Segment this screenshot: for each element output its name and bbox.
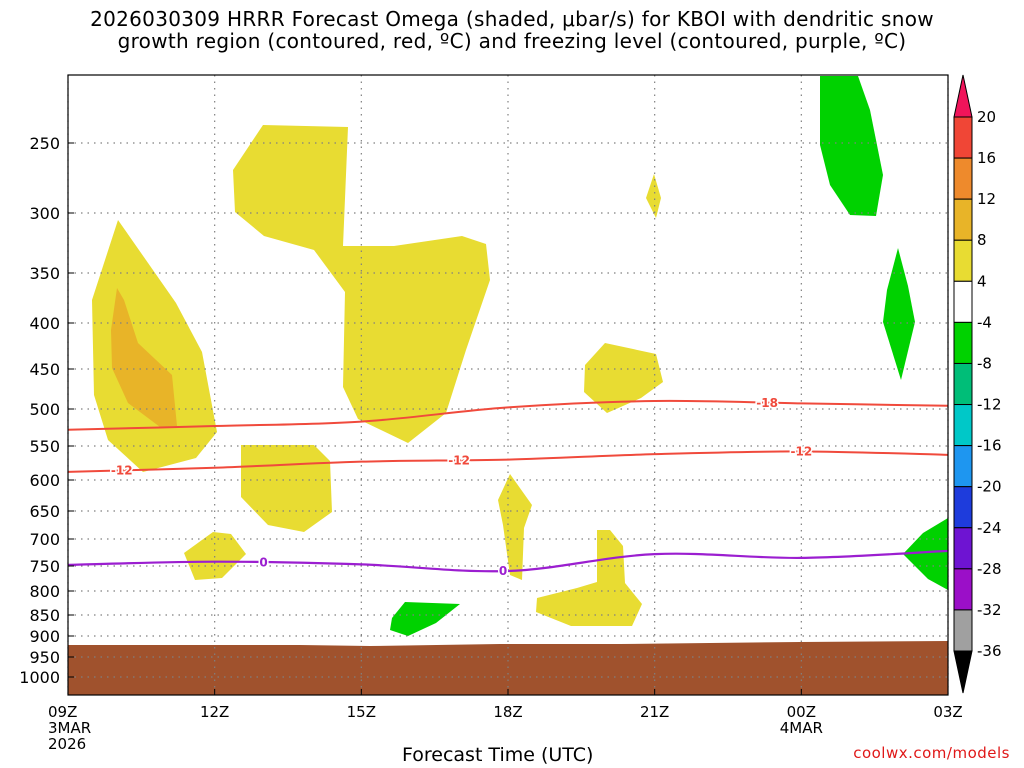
omega-yellow-region: [536, 530, 642, 626]
contour-label: -12: [111, 463, 133, 477]
omega-yellow-region: [241, 445, 332, 532]
y-tick-label: 700: [29, 530, 60, 549]
credit-link[interactable]: coolwx.com/models: [853, 744, 1010, 762]
omega-green-region: [390, 602, 460, 636]
colorbar-segment: [953, 198, 973, 241]
contour-label: -18: [756, 396, 778, 410]
y-tick-label: 350: [29, 264, 60, 283]
colorbar-label: 12: [977, 190, 996, 208]
dendritic-contours: -18 -12 -12 -12: [67, 394, 949, 479]
y-tick-label: 250: [29, 134, 60, 153]
colorbar-segment: [953, 527, 973, 570]
colorbar-label: -32: [977, 601, 1002, 619]
x-axis-title: Forecast Time (UTC): [402, 744, 594, 766]
colorbar-segment: [953, 445, 973, 488]
colorbar-label: -28: [977, 560, 1002, 578]
x-tick-label: 00Z: [787, 703, 816, 721]
contour-label: 0: [259, 556, 267, 570]
dendritic-minus12-line: [67, 450, 949, 473]
y-tick-label: 500: [29, 400, 60, 419]
y-axis-ticks: 250 300 350 400 450 500 550 600 650 700 750 800 850 9…: [19, 134, 74, 687]
colorbar-segment: [953, 157, 973, 200]
colorbar-label: -36: [977, 642, 1002, 660]
x-tick-sublabel: 2026: [48, 735, 86, 753]
contour-label: 0: [499, 564, 507, 578]
colorbar-segment: [953, 568, 973, 611]
colorbar-label: 16: [977, 149, 996, 167]
colorbar-segment: [953, 321, 973, 364]
dendritic-minus18-labels: -18: [755, 394, 780, 411]
colorbar-label: -8: [977, 354, 992, 372]
x-tick-label: 03Z: [933, 703, 962, 721]
colorbar-top-arrow: [953, 74, 973, 118]
colorbar-segment: [953, 404, 973, 447]
colorbar-segment: [953, 239, 973, 282]
colorbar-label: -4: [977, 313, 992, 331]
dendritic-minus18-line: [67, 399, 949, 431]
x-tick-sublabel: 3MAR: [48, 719, 91, 737]
y-tick-label: 600: [29, 471, 60, 490]
contour-label: -12: [790, 444, 812, 458]
x-tick-label: 18Z: [493, 703, 522, 721]
plot-area: [68, 75, 948, 695]
y-tick-label: 750: [29, 557, 60, 576]
chart-title: 2026030309 HRRR Forecast Omega (shaded, …: [0, 8, 1024, 52]
title-line-2: growth region (contoured, red, ºC) and f…: [117, 29, 907, 53]
omega-green-region: [883, 248, 915, 380]
y-tick-label: 400: [29, 314, 60, 333]
omega-green-region: [903, 518, 948, 590]
y-tick-label: 550: [29, 437, 60, 456]
omega-yellow-region: [584, 343, 663, 413]
colorbar-bottom-arrow: [953, 650, 973, 694]
colorbar-segment: [953, 280, 973, 323]
x-tick-label: 12Z: [200, 703, 229, 721]
colorbar: 20 16 12 8 4 -4 -8 -12 -16 -20 -24 -28 -32 -36: [953, 74, 1002, 694]
omega-yellow-region: [498, 474, 532, 580]
colorbar-label: -20: [977, 478, 1002, 496]
dendritic-minus12-labels: -12 -12 -12: [109, 443, 813, 479]
x-tick-label: 21Z: [640, 703, 669, 721]
colorbar-label: -16: [977, 437, 1002, 455]
colorbar-label: 4: [977, 272, 987, 290]
freezing-contour: 00: [67, 549, 949, 579]
x-tick-label: 09Z: [48, 703, 77, 721]
omega-yellow-region: [646, 174, 661, 218]
omega-green-region: [820, 76, 883, 216]
colorbar-segment: [953, 486, 973, 529]
colorbar-label: -24: [977, 519, 1002, 537]
colorbar-segment: [953, 609, 973, 652]
y-tick-label: 1000: [19, 668, 60, 687]
colorbar-segment: [953, 116, 973, 159]
y-tick-label: 450: [29, 360, 60, 379]
y-tick-label: 950: [29, 648, 60, 667]
colorbar-label: 8: [977, 231, 987, 249]
x-tick-label: 15Z: [347, 703, 376, 721]
contour-label: -12: [448, 453, 470, 467]
y-tick-label: 800: [29, 582, 60, 601]
freezing-level-labels: 00: [258, 554, 509, 579]
y-tick-label: 300: [29, 204, 60, 223]
title-line-1: 2026030309 HRRR Forecast Omega (shaded, …: [90, 7, 934, 31]
y-tick-label: 650: [29, 502, 60, 521]
colorbar-label: 20: [977, 108, 996, 126]
y-tick-label: 900: [29, 627, 60, 646]
colorbar-label: -12: [977, 396, 1002, 414]
y-tick-label: 850: [29, 606, 60, 625]
freezing-level-line: [67, 549, 949, 573]
colorbar-segment: [953, 362, 973, 406]
x-tick-sublabel: 4MAR: [780, 719, 823, 737]
